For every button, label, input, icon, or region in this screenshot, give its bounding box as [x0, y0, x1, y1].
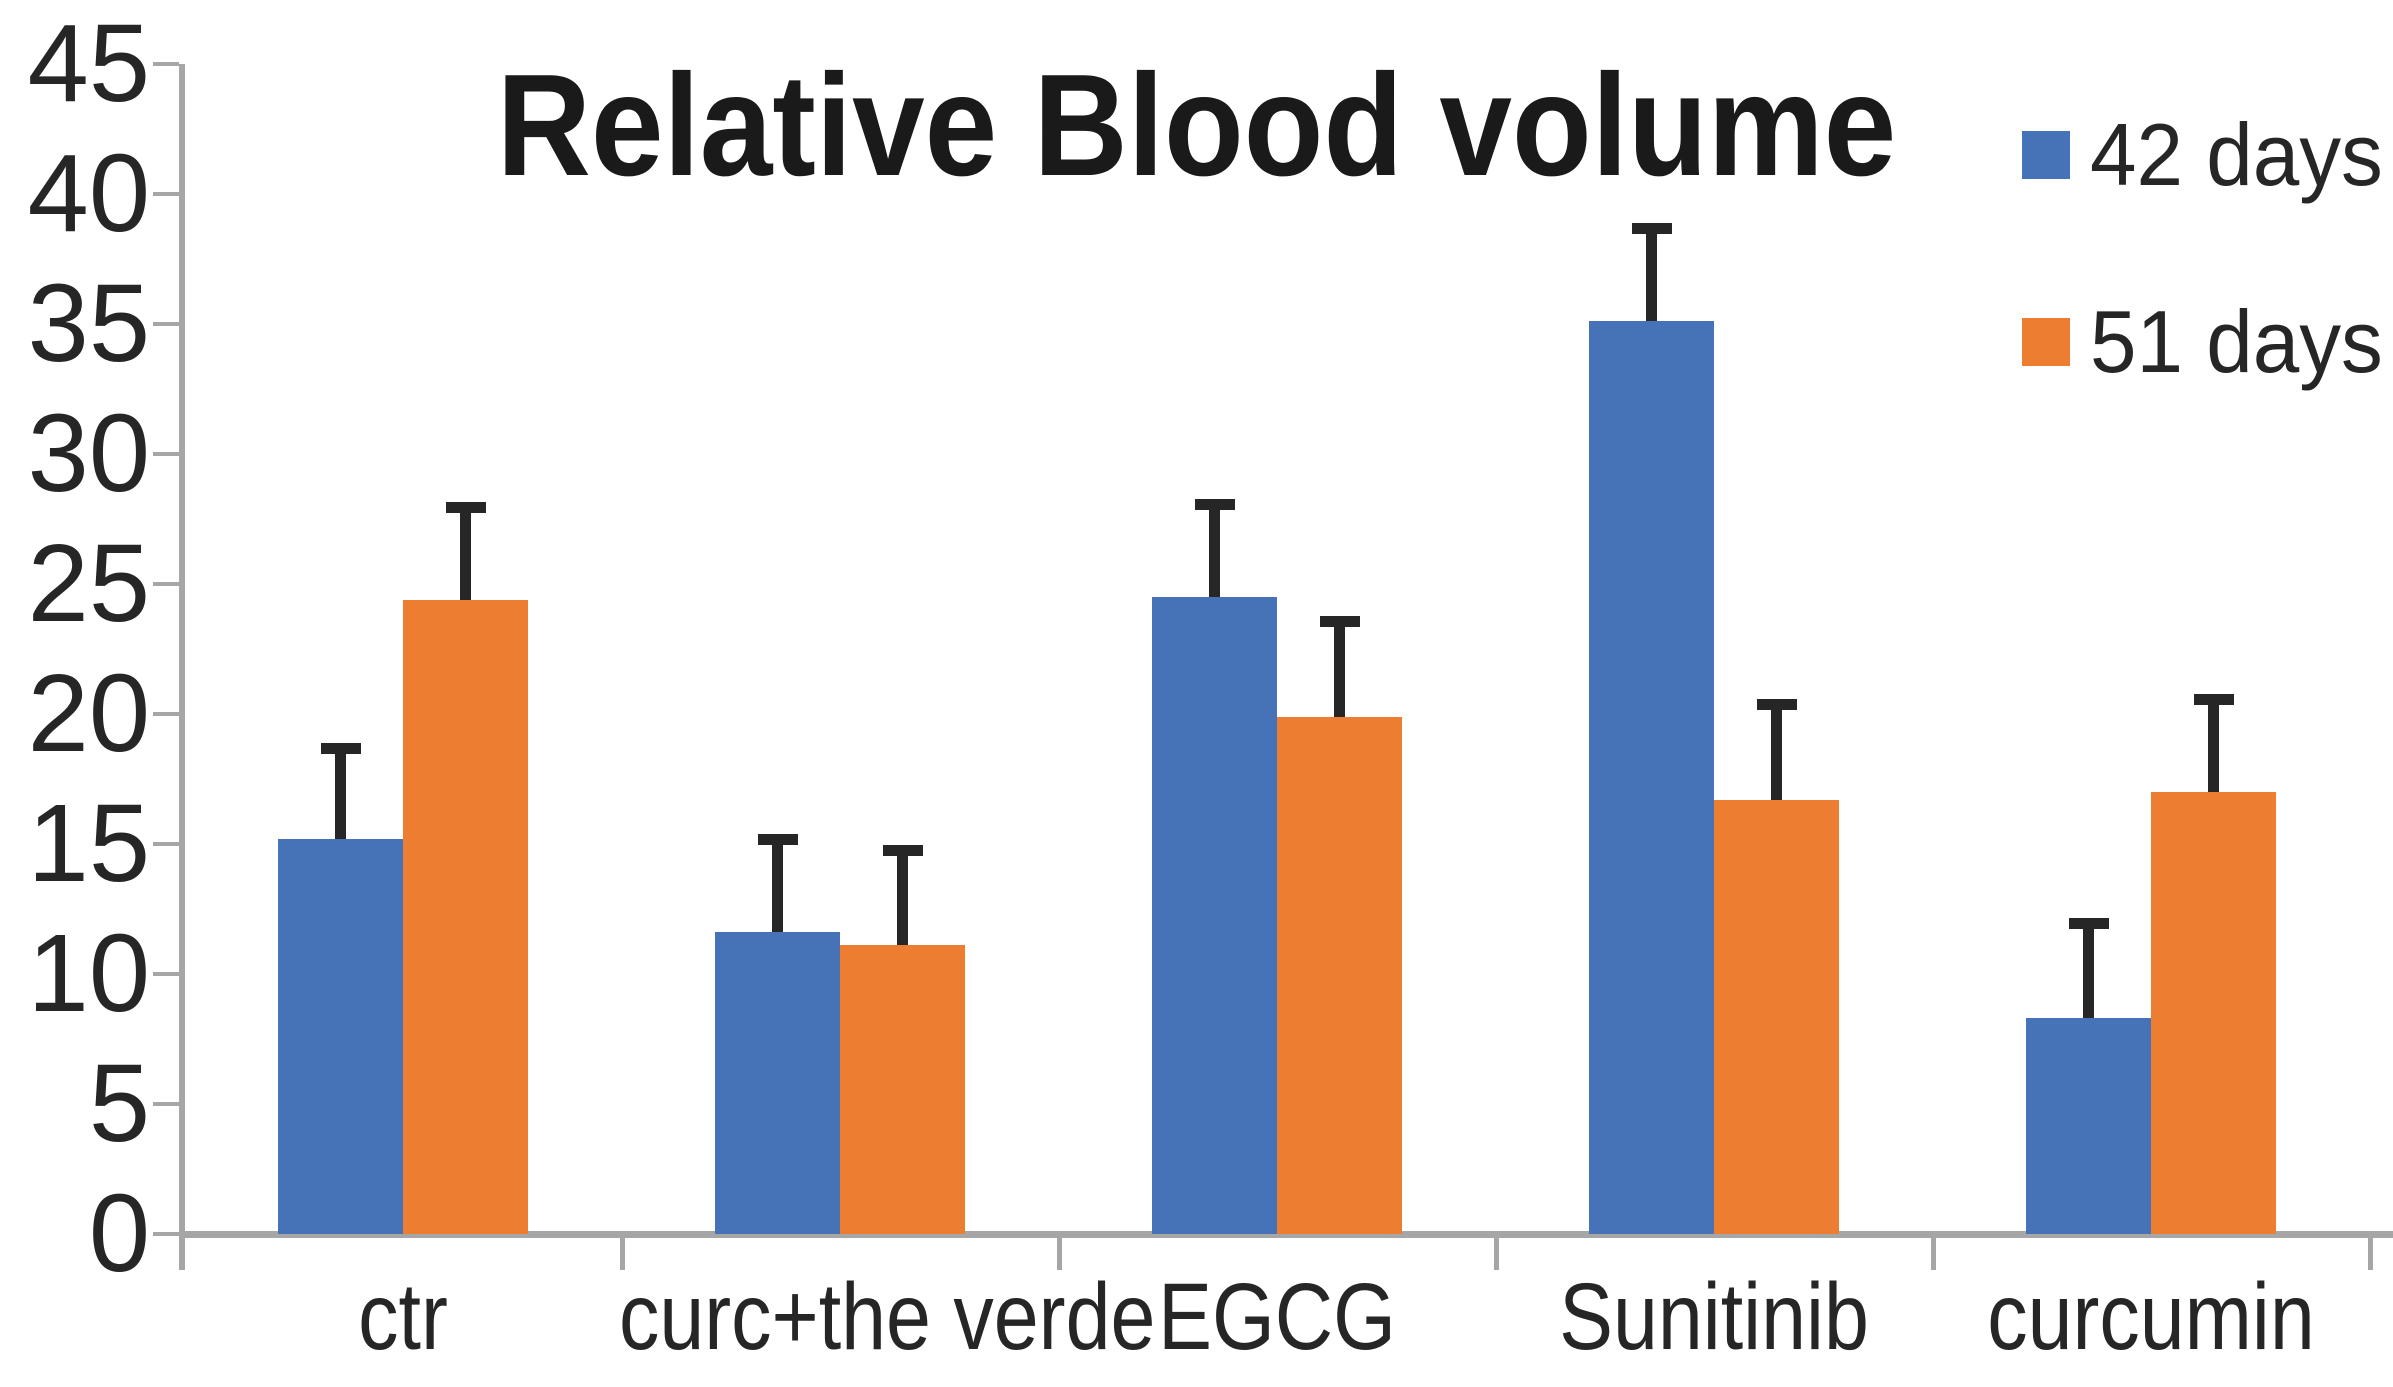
bar-ctr-42-days — [278, 838, 403, 1234]
legend-swatch-42-days-icon — [2022, 130, 2070, 179]
error-bar-cap-curc-the-verde-51-days — [882, 844, 923, 856]
y-axis-tick-label: 40 — [27, 132, 150, 255]
category-boundary-tick — [2368, 1234, 2373, 1270]
error-bar-line-egcg-42-days — [1209, 506, 1220, 597]
error-bar-line-ctr-42-days — [335, 750, 346, 839]
y-axis-tick — [153, 582, 179, 586]
y-axis-tick — [153, 712, 179, 716]
error-bar-line-sunitinib-42-days — [1646, 230, 1657, 322]
y-axis-tick-label: 15 — [27, 782, 150, 905]
bar-sunitinib-42-days — [1589, 321, 1714, 1234]
y-axis-tick — [153, 972, 179, 976]
error-bar-cap-egcg-51-days — [1319, 616, 1360, 627]
bar-ctr-51-days — [403, 599, 528, 1234]
error-bar-cap-ctr-42-days — [320, 743, 361, 755]
bar-sunitinib-51-days — [1714, 799, 1839, 1234]
y-axis-tick-label: 5 — [88, 1042, 150, 1165]
error-bar-line-ctr-51-days — [460, 508, 471, 600]
y-axis-tick-label: 10 — [27, 912, 150, 1035]
error-bar-cap-sunitinib-51-days — [1756, 699, 1797, 711]
category-boundary-tick — [1494, 1234, 1499, 1270]
bar-curcumin-51-days — [2151, 792, 2276, 1234]
legend-item-42-days: 42 days — [2022, 105, 2393, 204]
bar-egcg-42-days — [1152, 597, 1277, 1234]
error-bar-cap-curcumin-42-days — [2068, 917, 2109, 929]
x-axis-line — [179, 1231, 2393, 1238]
x-axis-label-sunitinib: Sunitinib — [1559, 1264, 1869, 1370]
y-axis-tick — [153, 192, 179, 196]
error-bar-cap-sunitinib-42-days — [1631, 223, 1672, 235]
error-bar-line-curc-the-verde-42-days — [772, 841, 783, 933]
y-axis-tick-label: 0 — [88, 1172, 150, 1295]
y-axis-tick — [153, 62, 179, 66]
y-axis-tick — [153, 1232, 179, 1236]
y-axis-tick-label: 30 — [27, 392, 150, 515]
y-axis-tick — [153, 842, 179, 846]
y-axis-tick — [153, 452, 179, 456]
x-axis-label-egcg: EGCG — [1158, 1264, 1396, 1370]
error-bar-line-sunitinib-51-days — [1771, 706, 1782, 800]
y-axis-tick-label: 20 — [27, 652, 150, 775]
y-axis-tick-label: 25 — [27, 522, 150, 645]
error-bar-line-curcumin-42-days — [2083, 924, 2094, 1019]
chart-title: Relative Blood volume — [496, 44, 1897, 206]
legend-label-42-days: 42 days — [2090, 104, 2383, 204]
legend-item-51-days: 51 days — [2022, 292, 2393, 391]
x-axis-label-curcumin: curcumin — [1987, 1264, 2315, 1370]
error-bar-cap-curcumin-51-days — [2193, 694, 2234, 705]
bar-curc-the-verde-42-days — [715, 932, 840, 1234]
y-axis-tick — [153, 322, 179, 326]
error-bar-line-curcumin-51-days — [2208, 701, 2219, 792]
error-bar-cap-egcg-42-days — [1194, 499, 1235, 510]
y-axis-line — [179, 64, 185, 1270]
error-bar-line-egcg-51-days — [1334, 623, 1345, 717]
legend-swatch-51-days-icon — [2022, 317, 2070, 366]
category-boundary-tick — [620, 1234, 625, 1270]
error-bar-line-curc-the-verde-51-days — [897, 851, 908, 946]
y-axis-tick — [153, 1102, 179, 1106]
bar-curc-the-verde-51-days — [840, 945, 965, 1234]
error-bar-cap-curc-the-verde-42-days — [757, 834, 798, 846]
legend-label-51-days: 51 days — [2090, 291, 2383, 391]
x-axis-label-curc-the-verde: curc+the verde — [619, 1264, 1156, 1370]
category-boundary-tick — [1057, 1234, 1062, 1270]
bar-egcg-51-days — [1277, 716, 1402, 1234]
bar-curcumin-42-days — [2026, 1018, 2151, 1234]
x-axis-label-ctr: ctr — [358, 1264, 448, 1370]
error-bar-cap-ctr-51-days — [445, 501, 486, 513]
legend: 42 days 51 days — [2022, 0, 2393, 500]
category-boundary-tick — [1931, 1234, 1936, 1270]
y-axis-tick-label: 35 — [27, 262, 150, 385]
y-axis-tick-label: 45 — [27, 2, 150, 125]
